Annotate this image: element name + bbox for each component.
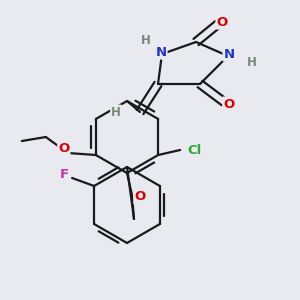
- Text: H: H: [247, 56, 257, 68]
- Text: O: O: [134, 190, 146, 203]
- Text: H: H: [111, 106, 121, 118]
- Text: O: O: [216, 16, 228, 28]
- Text: F: F: [59, 167, 69, 181]
- Text: O: O: [58, 142, 69, 155]
- Text: H: H: [141, 34, 151, 46]
- Text: N: N: [155, 46, 167, 59]
- Text: N: N: [224, 47, 235, 61]
- Text: O: O: [224, 98, 235, 110]
- Text: Cl: Cl: [187, 143, 201, 157]
